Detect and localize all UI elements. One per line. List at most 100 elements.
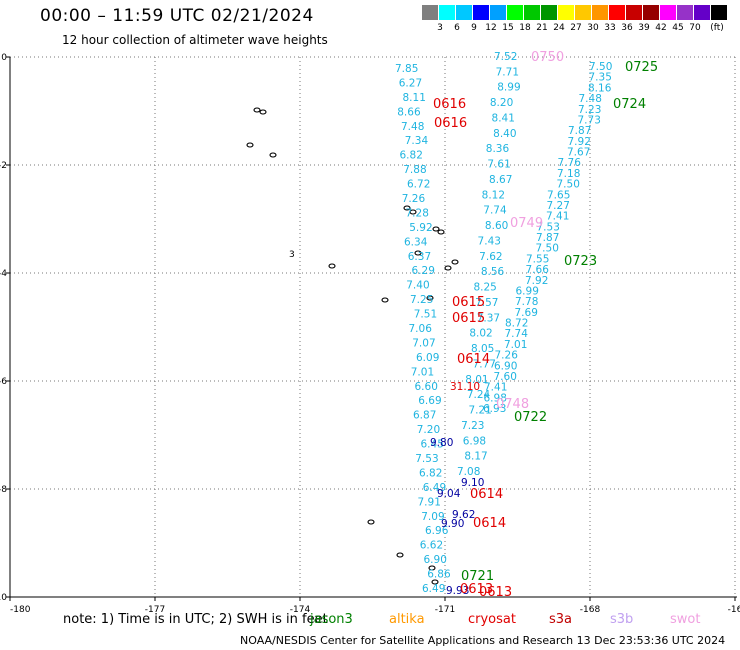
wave-height-value: 7.92 — [568, 136, 591, 148]
island-outline — [396, 552, 404, 558]
satellite-legend-item: cryosat — [468, 612, 516, 627]
satellite-legend-item: altika — [389, 612, 425, 627]
wave-height-value: 7.50 — [589, 61, 612, 73]
island-outline — [432, 226, 440, 232]
scale-swatch — [711, 5, 727, 20]
satellite-legend-item: jason3 — [310, 612, 353, 627]
wave-height-value: 9.90 — [441, 518, 464, 530]
wave-height-value: 7.65 — [547, 189, 570, 201]
wave-height-value: 7.67 — [567, 147, 590, 159]
pass-time-label: 0723 — [564, 254, 597, 269]
axis-ticks: -180 -177 -174 -171 -168 -16 0 -2 -4 -6 -8 -10 — [0, 53, 740, 615]
satellite-legend-item: s3a — [549, 612, 573, 627]
pass-time-label: 0613 — [479, 585, 512, 600]
island-outline — [259, 109, 267, 115]
y-tick-label: -2 — [0, 161, 7, 171]
wave-height-value: 7.09 — [421, 511, 444, 523]
wave-height-value: 7.53 — [415, 453, 438, 465]
wave-height-value: 6.49 — [422, 583, 445, 595]
wave-height-value: 8.40 — [493, 128, 516, 140]
island-outline — [414, 250, 422, 256]
wave-height-value: 8.12 — [482, 189, 505, 201]
scale-swatch — [609, 5, 625, 20]
map-title: 00:00 – 11:59 UTC 02/21/2024 — [40, 6, 314, 26]
legend-note: note: 1) Time is in UTC; 2) SWH is in fe… — [63, 612, 328, 627]
y-tick-label: -4 — [0, 269, 7, 279]
wave-height-value: 6.82 — [419, 467, 442, 479]
wave-height-value: 7.18 — [557, 168, 580, 180]
wave-height-value: 7.50 — [536, 243, 559, 255]
wave-height-value: 6.87 — [413, 410, 436, 422]
scale-swatch — [643, 5, 659, 20]
wave-height-value: 8.99 — [497, 82, 520, 94]
wave-height-value: 8.60 — [485, 220, 508, 232]
scale-swatch — [660, 5, 676, 20]
wave-height-value: 6.60 — [415, 381, 438, 393]
wave-height-value: 7.85 — [395, 63, 418, 75]
wave-height-value: 9.93 — [446, 585, 469, 597]
wave-height-value: 6.90 — [424, 554, 447, 566]
scale-label: 36 — [621, 23, 633, 33]
wave-height-value: 7.07 — [412, 337, 435, 349]
x-tick-label: -171 — [435, 605, 455, 615]
wave-height-value: 7.48 — [579, 93, 602, 105]
wave-height-value: 7.50 — [557, 179, 580, 191]
wave-height-value: 7.41 — [546, 211, 569, 223]
pass-time-label: 0615 — [452, 295, 485, 310]
wave-height-value: 7.26 — [402, 193, 426, 205]
wave-height-value: 8.25 — [473, 282, 496, 294]
satellite-legend-item: swot — [670, 612, 701, 627]
wave-height-value: 7.92 — [525, 275, 548, 287]
pass-time-label: 0616 — [433, 97, 466, 112]
wave-height-value: 7.60 — [494, 371, 517, 383]
wave-height-value: 7.24 — [467, 389, 491, 401]
scale-label: 18 — [519, 23, 531, 33]
scale-swatch — [422, 5, 438, 20]
wave-height-value: 7.57 — [475, 297, 498, 309]
wave-height-value: 7.28 — [406, 207, 429, 219]
scale-swatch — [524, 5, 540, 20]
wave-height-value: 7.88 — [403, 164, 426, 176]
scale-swatch — [694, 5, 710, 20]
scale-swatch — [473, 5, 489, 20]
wave-height-value: 7.69 — [515, 307, 538, 319]
wave-height-value: 9.10 — [461, 477, 484, 489]
y-tick-label: -10 — [0, 593, 7, 603]
pass-time-label: 0749 — [510, 216, 543, 231]
wave-height-value: 6.49 — [423, 482, 446, 494]
y-tick-label: -8 — [0, 485, 7, 495]
wave-height-value: 7.06 — [409, 323, 433, 335]
wave-height-value: 8.17 — [464, 451, 487, 463]
island-outline — [444, 265, 452, 271]
island-outline — [426, 295, 434, 301]
wave-height-value: 7.37 — [477, 312, 500, 324]
x-tick-label: -177 — [145, 605, 165, 615]
wave-height-value: 7.61 — [487, 159, 510, 171]
wave-height-value: 9.04 — [437, 488, 461, 500]
wave-height-value: 8.02 — [469, 328, 492, 340]
island-outline — [403, 205, 411, 211]
scale-label: 24 — [553, 23, 565, 33]
y-tick-label: 0 — [1, 53, 7, 63]
map-subtitle: 12 hour collection of altimeter wave hei… — [62, 33, 328, 47]
wave-height-value: 7.77 — [473, 358, 496, 370]
scale-label: 21 — [536, 23, 548, 33]
wave-height-value: 5.92 — [409, 222, 432, 234]
wave-height-value: 7.21 — [468, 405, 491, 417]
scale-swatch — [456, 5, 472, 20]
scale-swatch — [626, 5, 642, 20]
wave-height-value: 9.62 — [452, 509, 475, 521]
x-tick-label: -16 — [728, 605, 740, 615]
scale-swatch — [592, 5, 608, 20]
wave-height-value: 7.43 — [478, 235, 501, 247]
island-outline — [269, 152, 277, 158]
credit-line: NOAA/NESDIS Center for Satellite Applica… — [240, 634, 726, 647]
wave-height-value: 7.23 — [461, 420, 484, 432]
scale-unit: (ft) — [710, 23, 724, 33]
x-tick-label: -168 — [580, 605, 601, 615]
wave-height-value: 6.82 — [400, 150, 423, 162]
wave-height-value: 6.09 — [416, 352, 439, 364]
pass-time-label: 0721 — [461, 569, 494, 584]
scale-label: 39 — [638, 23, 650, 33]
wave-height-value: 8.41 — [492, 112, 515, 124]
